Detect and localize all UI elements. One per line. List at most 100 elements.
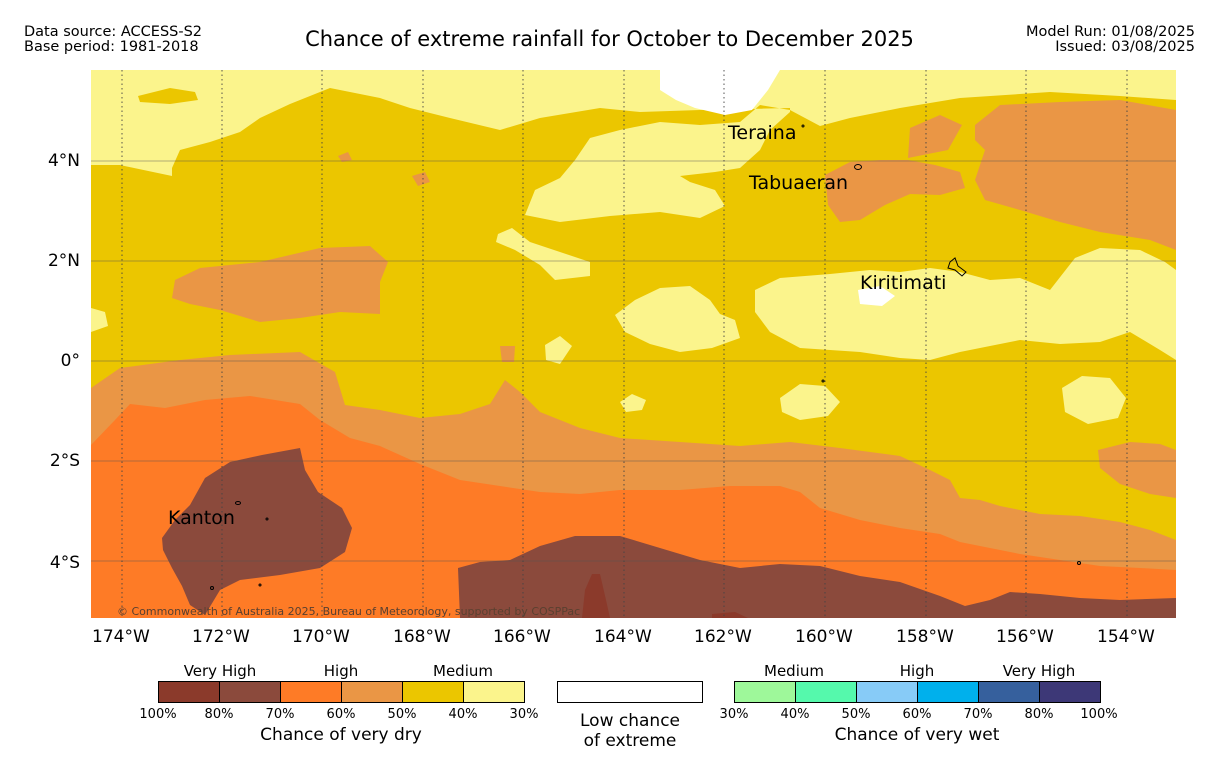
islet-a <box>265 517 269 521</box>
region-light-center-b <box>545 336 572 364</box>
wet-category-medium: Medium <box>764 662 824 680</box>
copyright-text: © Commonwealth of Australia 2025, Bureau… <box>117 605 580 618</box>
lat-tick-4n: 4°N <box>47 151 80 171</box>
wet-swatch-40-50 <box>795 681 856 703</box>
low-chance-label-1: Low chance <box>580 711 680 731</box>
wet-category-very-high: Very High <box>1002 662 1076 680</box>
wet-tick-80: 80% <box>1024 707 1054 722</box>
region-orange-small-b <box>412 172 430 186</box>
region-light-kiritimati <box>755 248 1176 360</box>
map-gridlines <box>91 70 1176 618</box>
lon-tick-164w: 164°W <box>594 627 652 647</box>
wet-tick-40: 40% <box>780 707 810 722</box>
island-outlines <box>210 124 1081 590</box>
wet-category-high: High <box>899 662 935 680</box>
map-fill-layer <box>91 70 1176 618</box>
dry-tick-50: 50% <box>387 707 417 722</box>
dry-swatch-70-80 <box>219 681 280 703</box>
region-orange-small-a <box>338 152 352 162</box>
dry-tick-40: 40% <box>448 707 478 722</box>
data-source-text: Data source: ACCESS-S2 <box>24 24 203 40</box>
dry-tick-60: 60% <box>326 707 356 722</box>
dry-tick-80: 80% <box>204 707 234 722</box>
dry-swatch-30-40 <box>463 681 525 703</box>
dry-tick-100: 100% <box>139 707 177 722</box>
wet-legend-title: Chance of very wet <box>834 725 1000 745</box>
dry-category-medium: Medium <box>433 662 493 680</box>
region-light-center-c <box>496 228 590 280</box>
low-chance-swatch <box>557 681 703 703</box>
base-period-text: Base period: 1981-2018 <box>24 39 199 55</box>
lon-tick-154w: 154°W <box>1097 627 1155 647</box>
model-run-text: Model Run: 01/08/2025 <box>1025 24 1195 40</box>
wet-tick-100: 100% <box>1080 707 1118 722</box>
region-light-sw-kiritimati <box>780 384 840 420</box>
region-light-east <box>1062 376 1126 424</box>
wet-tick-70: 70% <box>963 707 993 722</box>
dry-swatch-40-50 <box>402 681 463 703</box>
region-orange-tabuaeran <box>825 160 965 222</box>
kiritimati-island <box>947 257 967 277</box>
region-light-north-yellow-patch <box>138 88 198 104</box>
issued-text: Issued: 03/08/2025 <box>1055 39 1195 55</box>
dry-tick-70: 70% <box>265 707 295 722</box>
lon-tick-172w: 172°W <box>192 627 250 647</box>
lat-tick-2s: 2°S <box>49 451 80 471</box>
teraina-island <box>801 124 805 128</box>
region-very-high-extreme-b <box>712 612 748 618</box>
region-very-high-south <box>458 536 1176 618</box>
region-light-center-a <box>615 286 740 352</box>
lon-tick-162w: 162°W <box>694 627 752 647</box>
place-teraina: Teraina <box>727 122 797 144</box>
wet-tick-60: 60% <box>902 707 932 722</box>
lon-tick-156w: 156°W <box>996 627 1054 647</box>
region-very-high-extreme <box>582 574 610 618</box>
wet-tick-50: 50% <box>841 707 871 722</box>
place-kiritimati: Kiritimati <box>860 272 946 294</box>
lon-tick-174w: 174°W <box>92 627 150 647</box>
region-white-kiritimati <box>858 286 895 306</box>
dry-legend-title: Chance of very dry <box>260 725 422 745</box>
region-very-high-kanton <box>162 448 352 615</box>
region-white-top <box>660 70 780 115</box>
dry-swatch-50-60 <box>341 681 402 703</box>
region-high-band <box>91 396 1176 618</box>
lon-tick-166w: 166°W <box>493 627 551 647</box>
region-light-north <box>91 70 1176 222</box>
lon-tick-158w: 158°W <box>896 627 954 647</box>
islet-d <box>1077 561 1081 565</box>
islet-b <box>210 586 214 590</box>
lat-tick-4s: 4°S <box>49 553 80 573</box>
wet-swatch-80-100 <box>1039 681 1101 703</box>
dry-category-very-high: Very High <box>183 662 257 680</box>
place-tabuaeran: Tabuaeran <box>748 172 848 194</box>
wet-swatch-60-70 <box>917 681 978 703</box>
lon-tick-168w: 168°W <box>393 627 451 647</box>
region-orange-east-patch <box>1098 442 1176 498</box>
kanton-island <box>235 501 241 505</box>
region-light-left-edge <box>91 308 108 332</box>
dry-swatch-60-70 <box>280 681 341 703</box>
dry-swatch-80-100 <box>158 681 219 703</box>
lon-tick-160w: 160°W <box>795 627 853 647</box>
islet-e <box>821 379 825 383</box>
wet-tick-30: 30% <box>719 707 749 722</box>
region-orange-small-c <box>500 346 515 362</box>
lat-tick-0: 0° <box>60 351 80 371</box>
chart-title: Chance of extreme rainfall for October t… <box>305 27 914 51</box>
wet-swatch-70-80 <box>978 681 1039 703</box>
dry-category-high: High <box>323 662 359 680</box>
tabuaeran-island <box>854 164 862 170</box>
wet-swatch-50-60 <box>856 681 917 703</box>
region-light-small <box>620 394 646 412</box>
wet-swatch-30-40 <box>734 681 795 703</box>
dry-tick-30: 30% <box>509 707 539 722</box>
lon-tick-170w: 170°W <box>292 627 350 647</box>
islet-c <box>258 583 262 587</box>
region-orange-upper-right <box>908 100 1176 250</box>
region-orange-left <box>172 246 388 322</box>
lat-tick-2n: 2°N <box>47 251 80 271</box>
place-kanton: Kanton <box>168 507 235 529</box>
low-chance-label-2: of extreme <box>583 731 677 751</box>
